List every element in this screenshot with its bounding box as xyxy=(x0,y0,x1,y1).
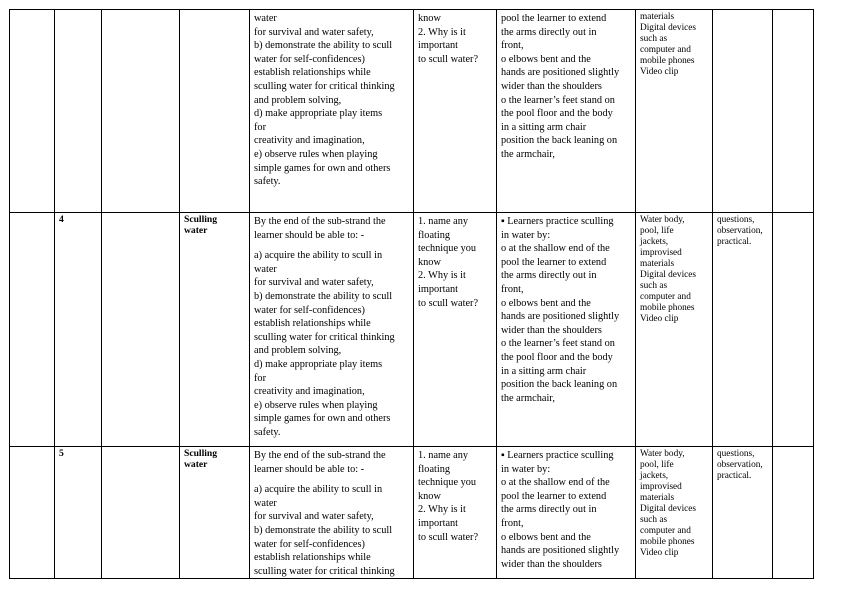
learning-activities-cell: pool the learner to extend the arms dire… xyxy=(496,9,636,213)
objectives-list: a) acquire the ability to scull in water… xyxy=(254,250,395,438)
reflection-cell xyxy=(772,212,814,447)
table-row: 4 Sculling water By the end of the sub-str… xyxy=(9,212,814,447)
assessment-cell xyxy=(712,9,773,213)
strand-cell xyxy=(101,445,180,580)
resources-cell: Water body, pool, life jackets, improvis… xyxy=(635,445,713,580)
reflection-cell xyxy=(772,445,814,580)
week-cell xyxy=(9,9,55,213)
lesson-cell xyxy=(54,9,102,213)
assessment-cell: questions, observation, practical. xyxy=(712,212,773,447)
learning-activities-cell: ▪ Learners practice sculling in water by… xyxy=(496,445,636,580)
key-questions-cell: 1. name any floating technique you know … xyxy=(413,212,497,447)
strand-cell xyxy=(101,212,180,447)
week-cell xyxy=(9,212,55,447)
objectives-cell: By the end of the sub-strand the learner… xyxy=(249,212,414,447)
sub-strand-cell: Sculling water xyxy=(179,212,250,447)
lesson-cell: 4 xyxy=(54,212,102,447)
learning-activities-cell: ▪ Learners practice sculling in water by… xyxy=(496,212,636,447)
sub-strand-cell: Sculling water xyxy=(179,445,250,580)
key-questions-cell: know 2. Why is it important to scull wat… xyxy=(413,9,497,213)
objectives-intro: By the end of the sub-strand the learner… xyxy=(254,216,386,241)
sub-strand-cell xyxy=(179,9,250,213)
scheme-of-work-table: water for survival and water safety, b) … xyxy=(9,9,814,580)
resources-cell: materials Digital devices such as comput… xyxy=(635,9,713,213)
objectives-intro: By the end of the sub-strand the learner… xyxy=(254,450,386,475)
assessment-cell: questions, observation, practical. xyxy=(712,445,773,580)
key-questions-cell: 1. name any floating technique you know … xyxy=(413,445,497,580)
week-cell xyxy=(9,445,55,580)
resources-cell: Water body, pool, life jackets, improvis… xyxy=(635,212,713,447)
table-row: water for survival and water safety, b) … xyxy=(9,9,814,213)
objectives-cell: By the end of the sub-strand the learner… xyxy=(249,445,414,580)
table-row: 5 Sculling water By the end of the sub-str… xyxy=(9,445,814,580)
objectives-list: a) acquire the ability to scull in water… xyxy=(254,484,395,577)
reflection-cell xyxy=(772,9,814,213)
strand-cell xyxy=(101,9,180,213)
lesson-cell: 5 xyxy=(54,445,102,580)
objectives-cell: water for survival and water safety, b) … xyxy=(249,9,414,213)
